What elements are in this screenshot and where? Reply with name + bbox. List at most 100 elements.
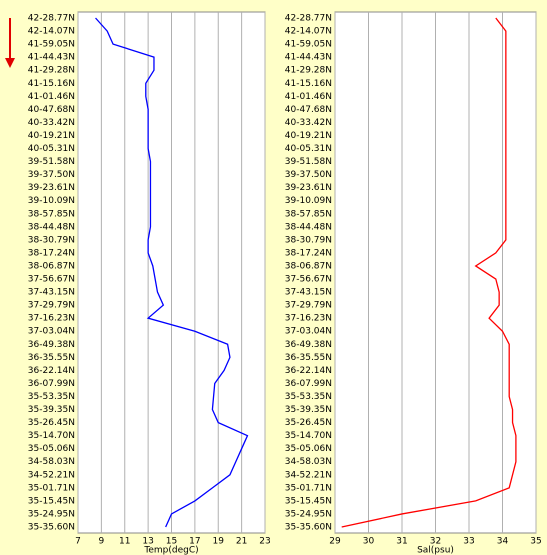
y-tick-label: 35-05.06N [28, 444, 75, 454]
y-tick-label: 37-29.79N [28, 301, 75, 311]
y-tick-label: 39-10.09N [28, 196, 75, 206]
y-tick-label: 42-14.07N [285, 27, 332, 37]
y-tick-label: 35-53.35N [28, 392, 75, 402]
y-tick-label: 36-49.38N [285, 340, 332, 350]
arrow-head [5, 58, 15, 68]
y-tick-label: 34-52.21N [28, 470, 75, 480]
y-tick-label: 38-44.48N [285, 222, 332, 232]
y-tick-label: 40-33.42N [285, 118, 332, 128]
y-tick-label: 35-26.45N [28, 418, 75, 428]
y-tick-label: 39-23.61N [285, 183, 332, 193]
y-tick-label: 36-35.55N [28, 353, 75, 363]
x-tick-label: 29 [329, 537, 341, 547]
x-axis-label: Temp(degC) [143, 546, 198, 555]
y-tick-label: 37-43.15N [285, 288, 332, 298]
y-tick-label: 37-56.67N [285, 275, 332, 285]
y-tick-label: 36-49.38N [28, 340, 75, 350]
y-tick-label: 35-24.95N [28, 509, 75, 519]
y-tick-label: 41-01.46N [285, 92, 332, 102]
y-tick-label: 37-56.67N [28, 275, 75, 285]
data-line [95, 17, 249, 528]
y-tick-label: 36-22.14N [285, 366, 332, 376]
y-tick-label: 42-28.77N [28, 14, 75, 24]
y-tick-label: 38-30.79N [28, 235, 75, 245]
y-tick-label: 41-29.28N [285, 66, 332, 76]
y-tick-label: 39-51.58N [28, 157, 75, 167]
y-tick-label: 40-05.31N [285, 144, 332, 154]
y-tick-label: 41-59.05N [285, 40, 332, 50]
y-tick-label: 42-14.07N [28, 27, 75, 37]
y-tick-label: 34-58.03N [285, 457, 332, 467]
x-tick-label: 34 [497, 537, 509, 547]
y-tick-label: 34-52.21N [285, 470, 332, 480]
x-tick-label: 17 [189, 537, 200, 547]
y-tick-label: 41-15.16N [28, 79, 75, 89]
y-tick-label: 35-35.60N [285, 523, 332, 533]
y-tick-label: 38-17.24N [285, 248, 332, 258]
y-tick-label: 41-29.28N [28, 66, 75, 76]
y-tick-label: 39-37.50N [285, 170, 332, 180]
y-tick-label: 35-15.45N [285, 496, 332, 506]
y-tick-label: 35-14.70N [28, 431, 75, 441]
y-tick-label: 35-39.35N [285, 405, 332, 415]
y-tick-label: 38-06.87N [28, 261, 75, 271]
y-tick-label: 37-16.23N [285, 314, 332, 324]
x-tick-label: 7 [75, 537, 81, 547]
x-tick-label: 21 [236, 537, 247, 547]
y-tick-label: 38-44.48N [28, 222, 75, 232]
y-tick-label: 39-10.09N [285, 196, 332, 206]
y-tick-label: 35-15.45N [28, 496, 75, 506]
y-tick-label: 38-57.85N [28, 209, 75, 219]
y-tick-label: 41-44.43N [285, 53, 332, 63]
y-tick-label: 40-19.21N [285, 131, 332, 141]
y-tick-label: 38-30.79N [285, 235, 332, 245]
y-tick-label: 38-06.87N [285, 261, 332, 271]
y-tick-label: 41-59.05N [28, 40, 75, 50]
y-tick-label: 35-01.71N [285, 483, 332, 493]
x-tick-label: 19 [213, 537, 225, 547]
y-tick-label: 37-03.04N [28, 327, 75, 337]
y-tick-label: 36-35.55N [285, 353, 332, 363]
y-tick-label: 39-37.50N [28, 170, 75, 180]
y-tick-label: 37-16.23N [28, 314, 75, 324]
y-tick-label: 34-58.03N [28, 457, 75, 467]
y-tick-label: 36-22.14N [28, 366, 75, 376]
x-tick-label: 11 [119, 537, 130, 547]
x-tick-label: 15 [166, 537, 177, 547]
y-tick-label: 37-03.04N [285, 327, 332, 337]
y-tick-label: 35-26.45N [285, 418, 332, 428]
y-tick-label: 41-01.46N [28, 92, 75, 102]
y-tick-label: 40-33.42N [28, 118, 75, 128]
y-tick-label: 35-35.60N [28, 523, 75, 533]
y-tick-label: 40-05.31N [28, 144, 75, 154]
y-tick-label: 36-07.99N [28, 379, 75, 389]
y-tick-label: 36-07.99N [285, 379, 332, 389]
y-tick-label: 35-24.95N [285, 509, 332, 519]
y-tick-label: 35-53.35N [285, 392, 332, 402]
y-tick-label: 35-14.70N [285, 431, 332, 441]
y-tick-label: 38-57.85N [285, 209, 332, 219]
y-tick-label: 37-29.79N [285, 301, 332, 311]
y-tick-label: 35-01.71N [28, 483, 75, 493]
y-tick-label: 41-15.16N [285, 79, 332, 89]
data-line [341, 17, 517, 528]
x-tick-label: 35 [530, 537, 541, 547]
y-tick-label: 35-05.06N [285, 444, 332, 454]
y-tick-label: 40-47.68N [28, 105, 75, 115]
x-tick-label: 31 [396, 537, 407, 547]
x-tick-label: 13 [142, 537, 153, 547]
x-tick-label: 9 [99, 537, 105, 547]
y-tick-label: 42-28.77N [285, 14, 332, 24]
x-tick-label: 23 [259, 537, 270, 547]
y-tick-label: 40-47.68N [285, 105, 332, 115]
y-tick-label: 40-19.21N [28, 131, 75, 141]
y-tick-label: 38-17.24N [28, 248, 75, 258]
x-tick-label: 30 [363, 537, 375, 547]
y-tick-label: 39-51.58N [285, 157, 332, 167]
y-tick-label: 37-43.15N [28, 288, 75, 298]
y-tick-label: 39-23.61N [28, 183, 75, 193]
x-tick-label: 32 [430, 537, 441, 547]
x-tick-label: 33 [463, 537, 474, 547]
y-tick-label: 41-44.43N [28, 53, 75, 63]
